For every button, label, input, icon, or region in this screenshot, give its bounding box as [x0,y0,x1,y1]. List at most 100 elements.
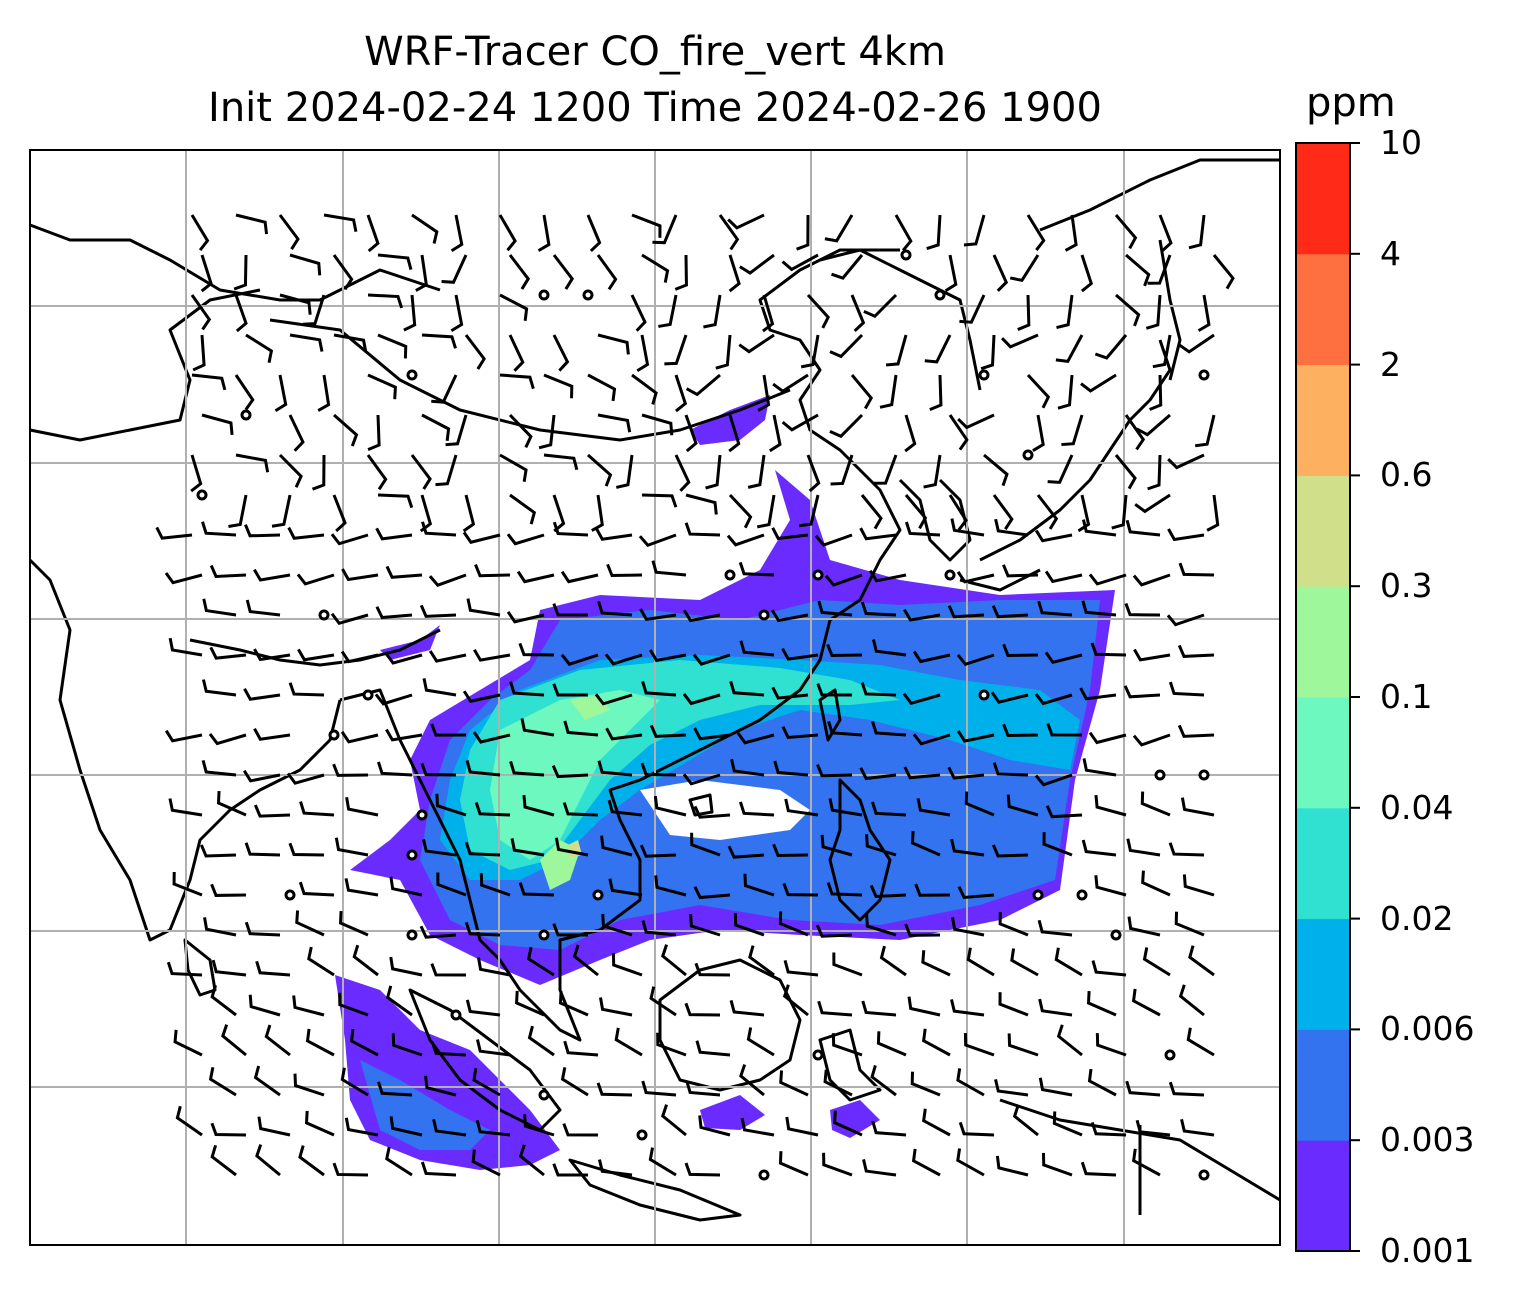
wind-barb [904,414,917,453]
wind-barb [850,294,866,333]
wind-barb [435,454,458,487]
wind-barb [771,686,809,700]
wind-barb [552,521,589,537]
wind-barb [1006,794,1039,817]
calm-wind-circle [240,409,252,421]
wind-barb [509,493,537,525]
wind-barb [375,527,413,541]
wind-barb [366,454,388,491]
wind-barb [289,253,322,276]
wind-barb [684,414,698,453]
wind-barb [1046,723,1083,737]
wind-barb [302,294,326,326]
wind-barb [929,374,943,411]
wind-barb [1080,1161,1117,1177]
wind-barb [208,733,247,746]
wind-barb [332,254,354,291]
wind-barb [244,524,281,538]
wind-barb [991,605,1029,619]
wind-barb [297,648,335,662]
wind-barb [879,374,898,409]
wind-barb [474,801,511,817]
wind-barb [914,883,951,897]
wind-barb [421,333,457,349]
border-northeast [819,248,982,391]
wind-barb [552,683,589,697]
wind-barb [1132,1148,1161,1177]
wind-barb [410,454,432,490]
wind-barb [1131,988,1161,1017]
wind-barb [631,373,658,405]
wind-barb [338,992,369,1017]
wind-barb [1197,294,1211,332]
wind-barb [957,885,995,900]
wind-barb [674,374,688,413]
wind-barb [1034,529,1073,543]
wind-barb [1188,214,1206,250]
wind-barb [311,454,326,491]
wind-barb [902,692,941,705]
coastline-china [758,248,902,622]
wind-barb [586,214,602,253]
colorbar-tick-label: 0.04 [1380,787,1454,827]
wind-barb [466,598,501,617]
wind-barb [450,294,464,333]
wind-barb [865,914,897,937]
wind-barb [1002,723,1039,737]
wind-barb [597,601,633,617]
wind-barb [595,527,633,541]
wind-barb [728,254,741,293]
wind-barb [748,945,775,977]
wind-barb [367,414,381,452]
wind-barb [998,992,1029,1017]
wind-barb [1094,334,1128,360]
wind-barb [340,650,379,664]
wind-barb [907,996,941,1017]
wind-barb [693,727,731,741]
wind-barb [1167,453,1205,470]
wind-barb [432,1118,467,1137]
wind-barb [1064,214,1078,252]
wind-barb [508,334,525,372]
wind-barb [190,294,212,331]
wind-barb [245,333,274,364]
wind-barb [718,214,740,251]
colorbar-frame [1295,142,1351,1252]
wind-barb [587,453,613,487]
wind-barb [234,374,255,411]
wind-barb [543,453,579,471]
wind-barb [817,600,853,617]
wind-barb [661,1104,687,1137]
wind-barb [824,214,854,243]
wind-barb [654,875,687,897]
wind-barb [367,293,404,309]
wind-barb [990,691,1029,704]
calm-wind-circle [1110,929,1122,941]
wind-barb [963,1033,995,1057]
wind-barb [1012,1104,1039,1137]
wind-barb [894,214,913,252]
calm-wind-circle [1198,369,1210,381]
wind-barb [1042,832,1073,857]
wind-barb [298,881,335,897]
wind-barb [739,1064,765,1097]
wind-barb [403,294,417,332]
calm-wind-circle [582,289,594,301]
wind-barb [462,690,501,703]
wind-barb [1080,254,1094,293]
wind-barb [1002,564,1039,578]
wind-barb [330,533,369,546]
calm-wind-circle [538,289,550,301]
wind-barb [950,838,985,857]
wind-barb [338,910,369,937]
wind-barb [367,373,397,400]
wind-barb [826,643,863,658]
colorbar-segment [1296,475,1350,587]
wind-barb [210,1122,247,1137]
wind-barb [465,999,501,1017]
wind-barb [948,414,969,451]
calm-wind-circle [362,689,374,701]
wind-barb [910,1071,941,1097]
wind-barb [235,453,270,473]
wind-barb [1090,1121,1127,1137]
